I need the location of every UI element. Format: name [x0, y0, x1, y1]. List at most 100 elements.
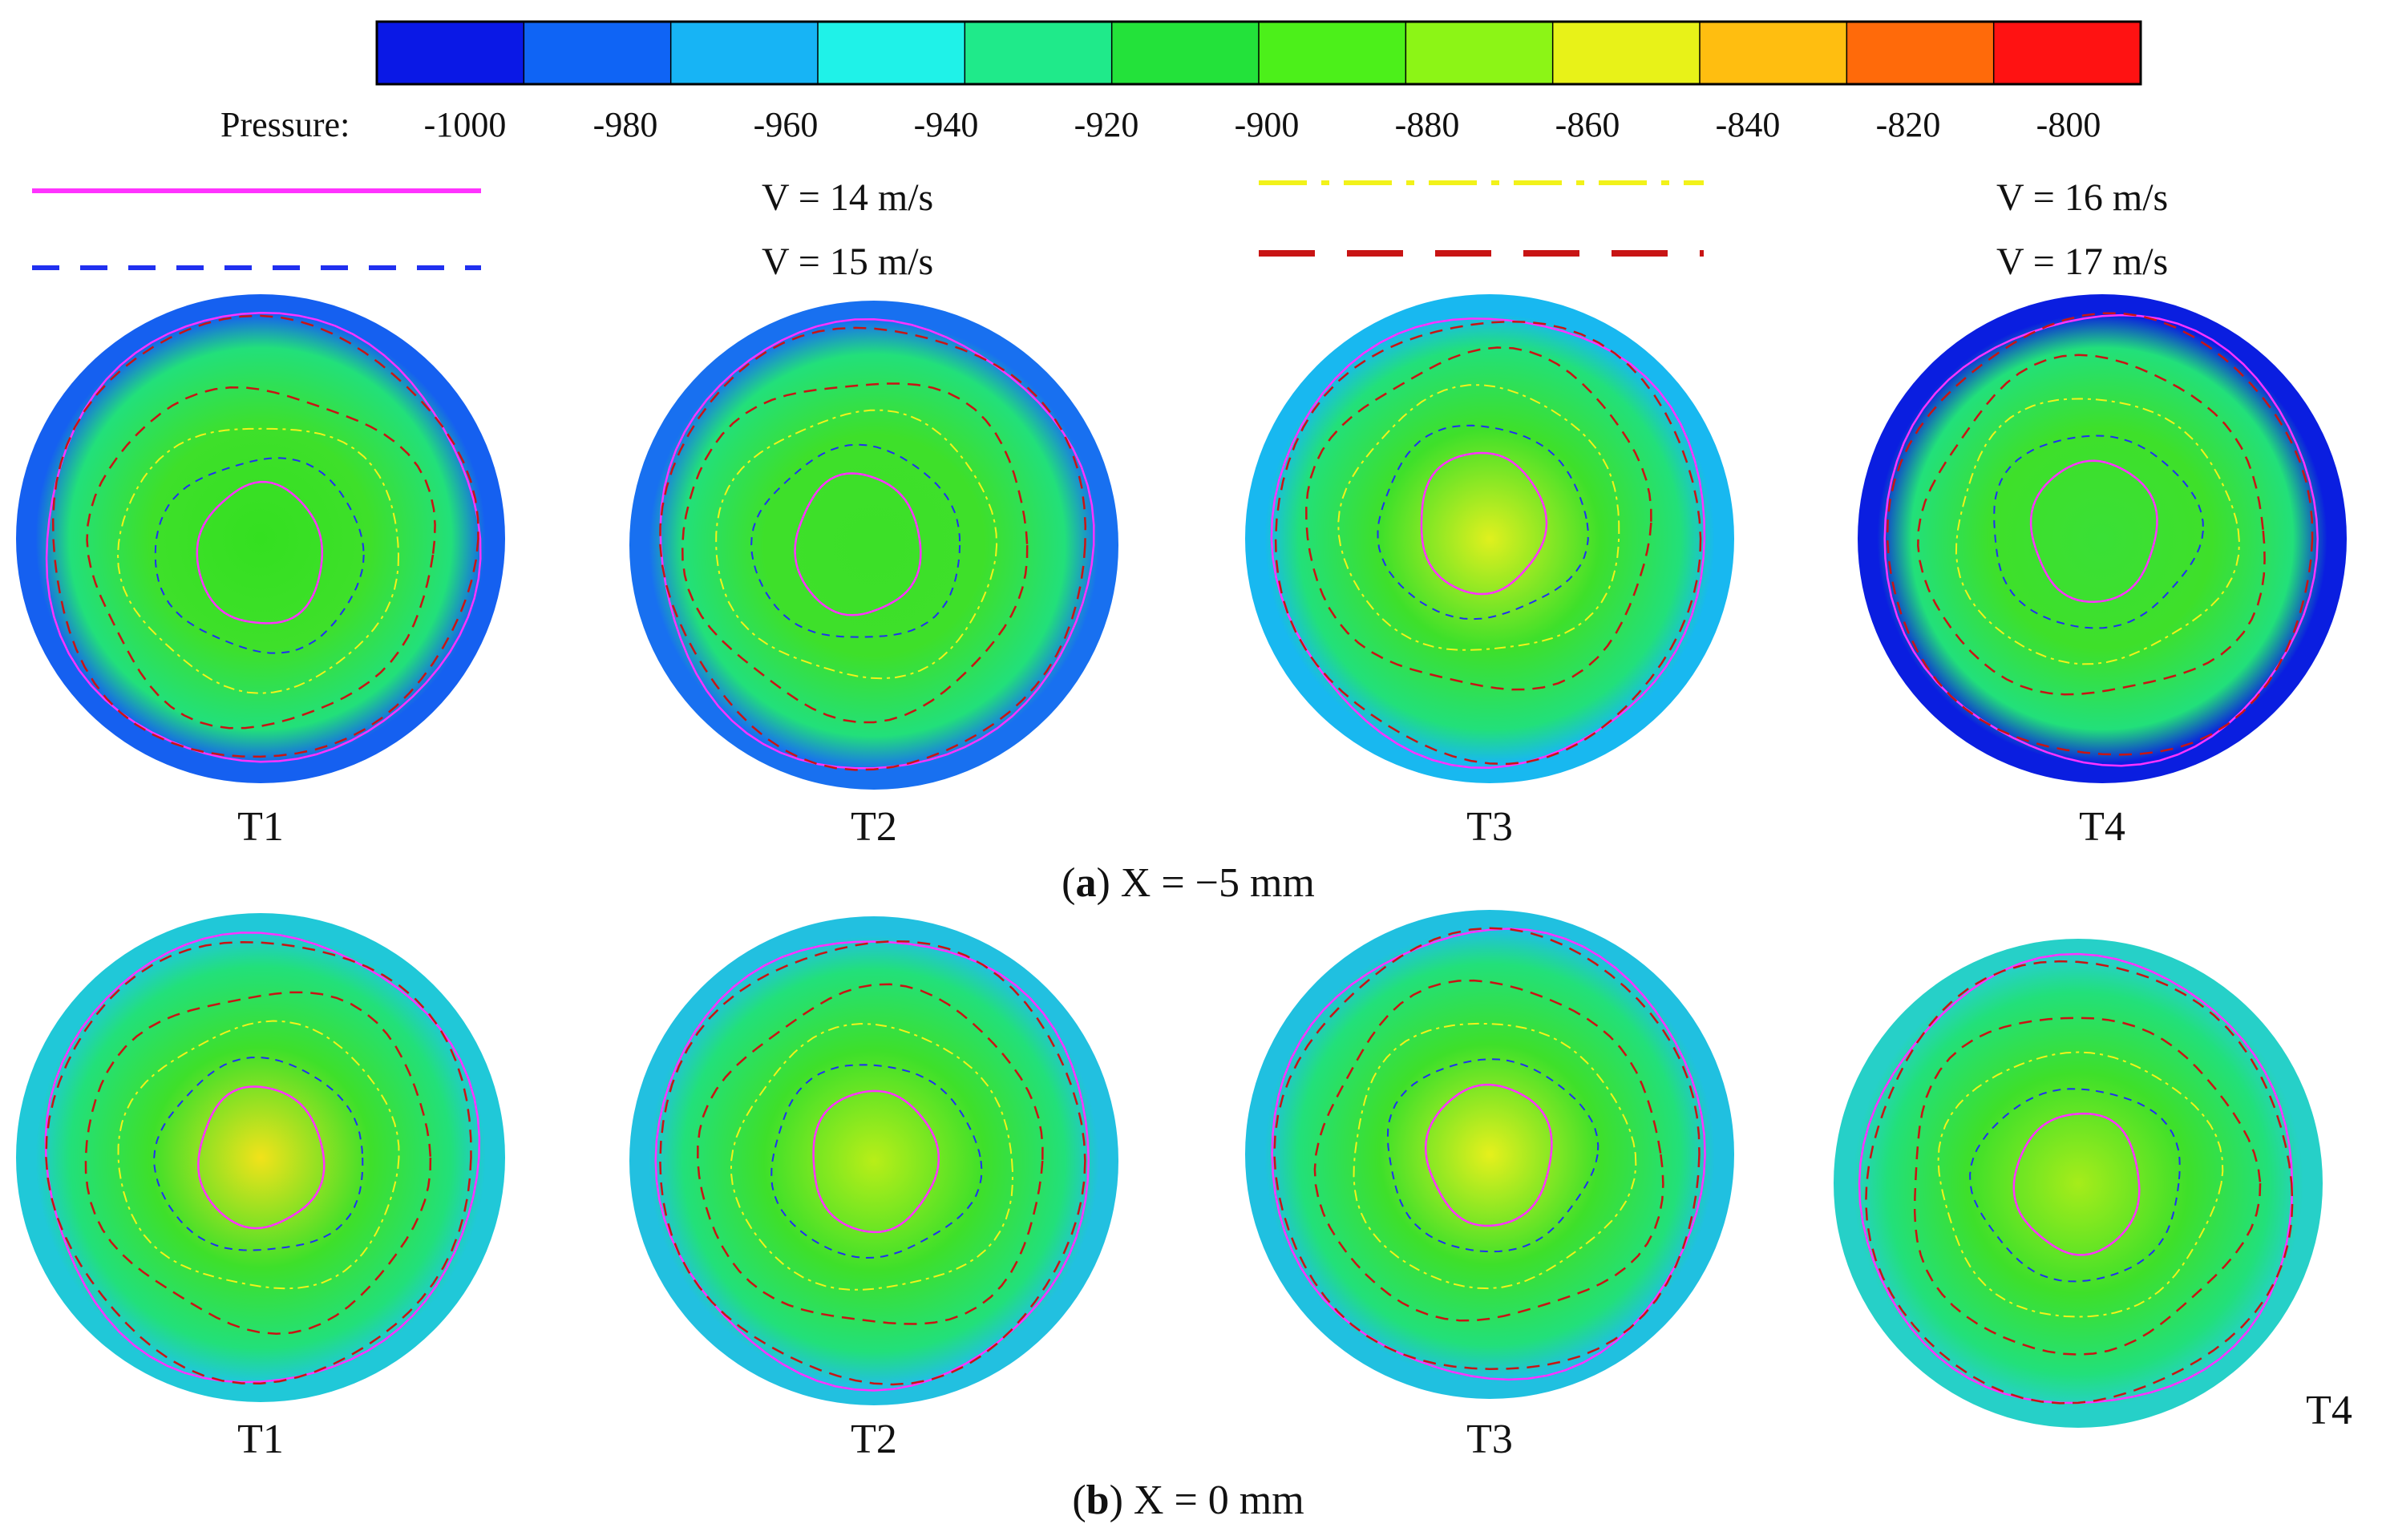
section-label-t2: T2 — [851, 804, 897, 850]
section-t2 — [629, 301, 1118, 790]
isoline — [697, 983, 1044, 1325]
isoline — [730, 1022, 1014, 1291]
isolines — [1270, 317, 1706, 769]
colorbar-tick-label: -960 — [754, 105, 819, 144]
isoline — [45, 940, 472, 1384]
isolines — [654, 940, 1090, 1392]
isoline — [1969, 1088, 2181, 1283]
colorbar-tick-label: -860 — [1555, 105, 1620, 144]
isoline — [1377, 424, 1589, 620]
isoline — [1420, 451, 1548, 596]
section-label-t1: T1 — [237, 804, 284, 850]
isoline — [770, 1064, 983, 1259]
isoline — [197, 1085, 326, 1230]
contour-disk — [1245, 294, 1734, 783]
contour-disk — [16, 913, 505, 1402]
colorbar-swatch — [1110, 21, 1260, 85]
isoline — [51, 314, 479, 758]
colorbar-swatch — [1258, 21, 1407, 85]
colorbar-swatch — [1846, 21, 1995, 85]
section-label-t3: T3 — [1466, 1417, 1513, 1462]
section-t3 — [1245, 294, 1734, 783]
isolines — [1858, 952, 2294, 1405]
colorbar: Pressure: -1000 -980 -960 -940 -920 -900 -880-… — [220, 20, 2142, 144]
isoline — [750, 443, 961, 638]
isolines — [1883, 312, 2319, 767]
section-t2 — [629, 916, 1118, 1405]
colorbar-swatch — [817, 21, 966, 85]
isolines — [44, 932, 481, 1384]
isoline — [1883, 313, 2319, 767]
section-label-t4: T4 — [2079, 804, 2125, 850]
isoline — [1386, 1058, 1599, 1253]
section-label-t3: T3 — [1466, 804, 1513, 850]
section-t4 — [1858, 294, 2347, 783]
contour-disk — [629, 916, 1118, 1405]
contour-disk — [1834, 939, 2323, 1428]
colorbar-label: Pressure: — [220, 105, 350, 144]
isoline — [1271, 928, 1706, 1381]
contour-disk — [1858, 294, 2347, 783]
isoline — [116, 427, 400, 694]
panel-x-0mm: T1 T2 T3 T4 (b) X = 0 mm — [16, 910, 2352, 1523]
colorbar-swatch — [669, 21, 819, 85]
isoline — [45, 311, 482, 763]
isoline — [84, 991, 432, 1336]
colorbar-swatch — [964, 21, 1113, 85]
legend-label-v16: V = 16 m/s — [1996, 176, 2168, 219]
isoline — [1993, 435, 2204, 629]
isoline — [1424, 1083, 1553, 1227]
section-label-t1: T1 — [237, 1417, 284, 1462]
isolines — [659, 317, 1095, 771]
isoline — [154, 457, 365, 654]
isoline — [1270, 317, 1706, 769]
colorbar-tick-label: -980 — [593, 105, 658, 144]
isoline — [1313, 979, 1664, 1322]
colorbar-tick-label: -1000 — [424, 105, 507, 144]
section-label-t2: T2 — [851, 1417, 897, 1462]
isoline — [794, 472, 922, 616]
section-t4 — [1834, 939, 2323, 1428]
colorbar-tick-label: -900 — [1235, 105, 1300, 144]
section-t1 — [16, 294, 505, 783]
isoline — [2012, 1112, 2141, 1256]
panel-caption-b: (b) X = 0 mm — [1072, 1477, 1304, 1523]
section-label-t4: T4 — [2306, 1388, 2352, 1433]
colorbar-tick-label: -840 — [1716, 105, 1781, 144]
colorbar-tick-label: -800 — [2036, 105, 2101, 144]
isolines — [45, 311, 482, 763]
isoline — [86, 386, 436, 730]
isoline — [1865, 960, 2294, 1405]
isoline — [1337, 384, 1620, 651]
legend-label-v15: V = 15 m/s — [762, 240, 933, 283]
colorbar-tick-label: -940 — [914, 105, 979, 144]
legend-label-v14: V = 14 m/s — [762, 176, 933, 219]
isoline — [659, 326, 1087, 771]
isoline — [1917, 354, 2266, 696]
colorbar-swatch — [1551, 21, 1701, 85]
panel-x-minus-5mm: T1 T2 T3 T4 (a) X = −5 mm — [16, 294, 2347, 906]
contour-disk — [16, 294, 505, 783]
isoline — [196, 480, 324, 624]
colorbar-tick-label: -820 — [1876, 105, 1941, 144]
legend: V = 14 m/s V = 15 m/s V = 16 m/s V = 17 … — [32, 176, 2168, 283]
colorbar-swatch — [523, 21, 672, 85]
colorbar-tick-labels: -1000 -980 -960 -940 -920 -900 -880 -860 -840 -82… — [424, 105, 2101, 144]
isoline — [1937, 1051, 2224, 1318]
isoline — [1274, 320, 1702, 766]
colorbar-swatch — [1699, 21, 1848, 85]
caption-text: ) X = 0 mm — [1110, 1477, 1304, 1523]
isoline — [1913, 1017, 2262, 1356]
isoline — [1273, 927, 1701, 1370]
isoline — [153, 1057, 364, 1251]
isoline — [1858, 952, 2294, 1405]
isoline — [1305, 346, 1652, 691]
contour-disk — [629, 301, 1118, 790]
colorbar-swatch — [1405, 21, 1554, 85]
colorbar-frame — [375, 20, 2142, 86]
isoline — [812, 1089, 940, 1234]
colorbar-swatch — [1992, 21, 2142, 85]
colorbar-swatches — [376, 21, 2142, 85]
legend-label-v17: V = 17 m/s — [1996, 240, 2168, 283]
section-t1 — [16, 913, 505, 1402]
